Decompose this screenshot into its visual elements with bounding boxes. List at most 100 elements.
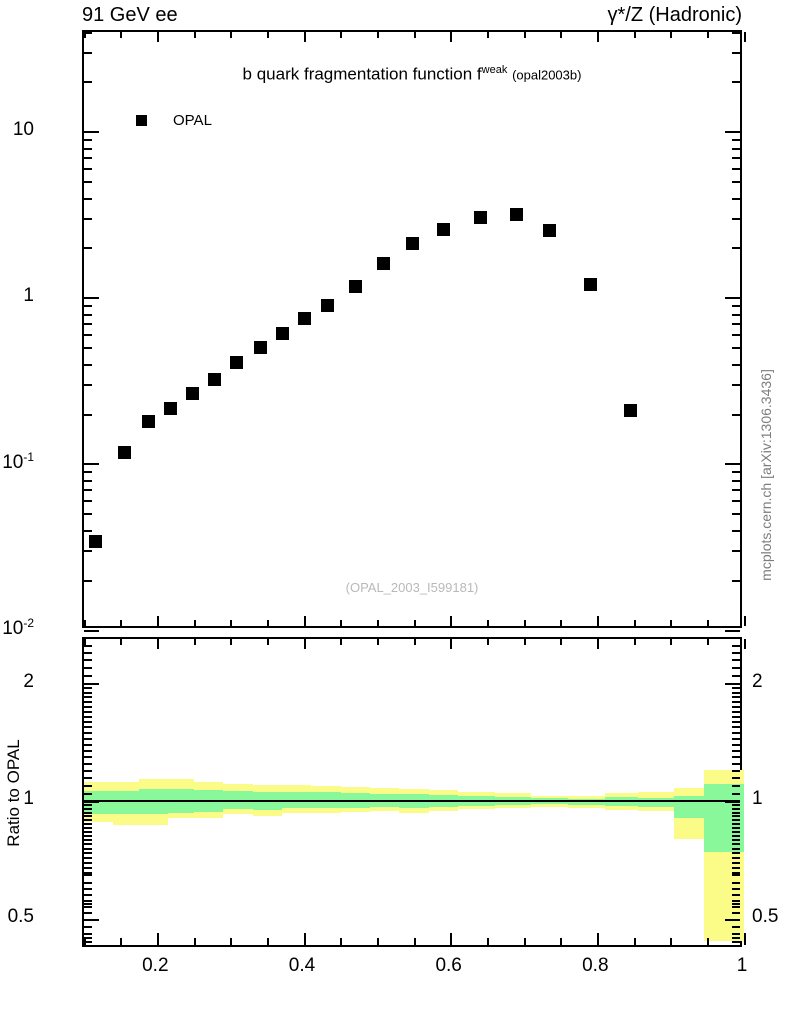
axis-tick [732, 737, 740, 740]
ratio-y-tick-label-right: 0.5 [752, 906, 779, 928]
axis-tick [84, 830, 92, 833]
axis-tick [84, 139, 92, 142]
axis-tick [732, 81, 740, 84]
ratio-band-inner [311, 792, 341, 809]
axis-tick [193, 620, 196, 626]
ratio-band-inner [282, 791, 312, 809]
axis-tick [303, 616, 306, 626]
axis-tick [732, 933, 740, 936]
axis-tick [84, 826, 92, 829]
axis-tick [450, 616, 453, 626]
axis-tick [84, 756, 92, 759]
axis-tick [732, 31, 740, 34]
axis-tick [193, 938, 196, 945]
axis-tick [732, 834, 740, 837]
axis-tick [732, 471, 740, 474]
axis-tick [706, 639, 709, 645]
side-credit-text: mcplots.cern.ch [arXiv:1306.3436] [758, 369, 774, 581]
axis-tick [732, 666, 740, 669]
data-point-marker [623, 403, 637, 417]
data-point-marker [253, 341, 267, 355]
data-point-marker [406, 237, 420, 251]
ratio-band-inner [223, 790, 253, 810]
axis-tick [743, 616, 746, 626]
axis-tick [633, 32, 636, 38]
axis-tick [732, 732, 740, 735]
axis-tick [83, 938, 86, 945]
axis-tick [84, 31, 92, 34]
axis-tick [84, 726, 92, 729]
axis-tick [732, 784, 740, 787]
axis-tick [84, 500, 92, 503]
x-axis-tick-label: 0.8 [582, 955, 609, 976]
axis-tick [84, 363, 92, 366]
plot-title-source: (opal2003b) [512, 67, 582, 83]
ratio-y-tick-label-right: 1 [752, 788, 763, 810]
axis-tick [732, 818, 740, 821]
axis-tick [725, 297, 740, 300]
axis-tick [84, 550, 92, 553]
ratio-plot-panel [82, 637, 746, 947]
data-point-marker [208, 372, 222, 386]
x-axis-tick-label: 0.2 [142, 955, 169, 976]
axis-tick [230, 938, 233, 945]
axis-tick [633, 938, 636, 945]
axis-tick [732, 838, 740, 841]
ratio-y-tick-label-left: 1 [23, 788, 34, 810]
axis-tick [266, 620, 269, 626]
axis-tick [732, 652, 740, 655]
axis-tick [732, 893, 740, 896]
axis-tick [732, 710, 740, 713]
axis-tick [732, 157, 740, 160]
axis-tick [120, 32, 123, 38]
axis-tick [560, 938, 563, 945]
axis-tick [732, 659, 740, 662]
axis-tick [732, 905, 740, 908]
axis-tick [230, 32, 233, 38]
axis-tick [84, 218, 92, 221]
axis-tick [84, 313, 92, 316]
axis-tick [633, 620, 636, 626]
axis-tick [84, 529, 92, 532]
axis-tick [732, 168, 740, 171]
axis-tick [84, 777, 92, 780]
axis-tick [732, 550, 740, 553]
axis-tick [193, 32, 196, 38]
axis-tick [84, 769, 92, 772]
axis-tick [732, 489, 740, 492]
axis-tick [732, 815, 740, 818]
axis-tick [84, 732, 92, 735]
axis-tick [84, 918, 99, 921]
axis-tick [523, 938, 526, 945]
axis-tick [84, 721, 92, 724]
y-axis-tick-label: 1 [23, 284, 34, 306]
axis-tick [84, 513, 92, 516]
axis-tick [732, 792, 740, 795]
axis-tick [732, 826, 740, 829]
axis-tick [84, 818, 92, 821]
axis-tick [84, 936, 92, 939]
axis-tick [84, 792, 92, 795]
axis-tick [732, 384, 740, 387]
axis-tick [84, 334, 92, 337]
axis-tick [84, 822, 92, 825]
data-point-marker [164, 402, 178, 416]
axis-tick [84, 463, 99, 466]
axis-tick [732, 936, 740, 939]
axis-tick [732, 811, 740, 814]
axis-tick [732, 902, 740, 905]
axis-tick [560, 620, 563, 626]
axis-tick [84, 861, 92, 864]
axis-tick [413, 620, 416, 626]
axis-tick [84, 305, 92, 308]
data-point-marker [230, 355, 244, 369]
axis-tick [743, 933, 746, 945]
axis-tick [450, 32, 453, 42]
axis-tick [84, 811, 92, 814]
axis-tick [84, 807, 92, 810]
axis-tick [84, 687, 92, 690]
main-plot-panel: b quark fragmentation function fweak (op… [82, 30, 746, 632]
axis-tick [84, 81, 92, 84]
axis-tick [725, 463, 740, 466]
axis-tick [725, 918, 740, 921]
